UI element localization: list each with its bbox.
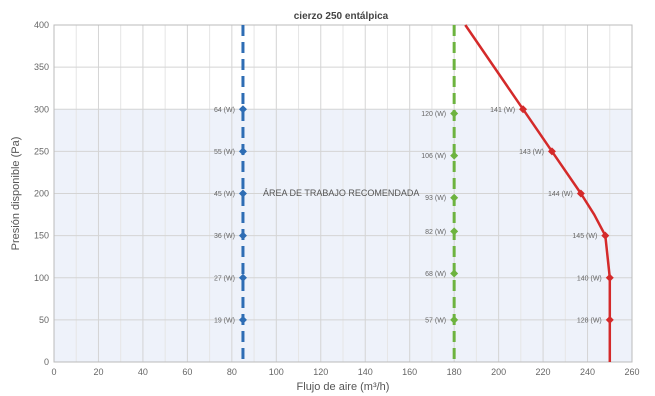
series-2-point-label: 143 (W): [519, 149, 544, 156]
series-0-point-label: 45 (W): [214, 191, 235, 198]
series-1-point-label: 57 (W): [425, 317, 446, 324]
series-2-point: [605, 273, 614, 282]
y-tick-label: 150: [34, 231, 49, 241]
x-tick-label: 240: [580, 367, 595, 377]
series-0-point: [238, 189, 247, 198]
series-0-point-label: 55 (W): [214, 149, 235, 156]
series-0-point: [238, 105, 247, 114]
x-tick-label: 120: [313, 367, 328, 377]
series-1-point: [450, 269, 459, 278]
series-2-point: [601, 231, 610, 240]
series-1-point: [450, 193, 459, 202]
y-tick-label: 100: [34, 273, 49, 283]
y-tick-label: 0: [44, 357, 49, 367]
series-0-point-label: 36 (W): [214, 233, 235, 240]
x-tick-label: 260: [624, 367, 639, 377]
series-0-point-label: 27 (W): [214, 275, 235, 282]
series-1-point-label: 82 (W): [425, 229, 446, 236]
series-markers: 64 (W) 55 (W) 45 (W) 36 (W) 27 (W) 19 (W) 120 …: [214, 105, 614, 324]
x-tick-label: 100: [269, 367, 284, 377]
series-0-point: [238, 315, 247, 324]
series-0-point-label: 64 (W): [214, 107, 235, 114]
series-2-point-label: 128 (W): [577, 317, 602, 324]
series-0-point-label: 19 (W): [214, 317, 235, 324]
y-tick-label: 300: [34, 104, 49, 114]
series-2-point: [605, 315, 614, 324]
series-1-point-label: 68 (W): [425, 271, 446, 278]
series-2-point-label: 145 (W): [572, 233, 597, 240]
series-2-point-label: 140 (W): [577, 275, 602, 282]
x-tick-label: 180: [447, 367, 462, 377]
y-tick-label: 350: [34, 62, 49, 72]
x-tick-label: 220: [536, 367, 551, 377]
series-lines: [241, 24, 612, 362]
series-2-point: [576, 189, 585, 198]
x-tick-label: 60: [182, 367, 192, 377]
series-2-point-label: 144 (W): [548, 191, 573, 198]
series-1-point: [450, 151, 459, 160]
series-2-point: [547, 147, 556, 156]
x-tick-label: 40: [138, 367, 148, 377]
y-tick-label: 200: [34, 189, 49, 199]
x-tick-label: 20: [93, 367, 103, 377]
series-0-point: [238, 231, 247, 240]
series-1-point: [450, 315, 459, 324]
series-0-point: [238, 273, 247, 282]
x-tick-label: 0: [51, 367, 56, 377]
y-tick-label: 250: [34, 146, 49, 156]
series-1-point: [450, 227, 459, 236]
series-2-point-label: 141 (W): [490, 107, 515, 114]
series-0-point: [238, 147, 247, 156]
y-tick-label: 400: [34, 20, 49, 30]
series-1-point-label: 106 (W): [421, 153, 446, 160]
x-tick-label: 160: [402, 367, 417, 377]
x-tick-label: 80: [227, 367, 237, 377]
chart-title: cierzo 250 entálpica: [294, 11, 389, 22]
y-tick-label: 50: [39, 315, 49, 325]
series-2-point: [519, 105, 528, 114]
x-axis-title: Flujo de aire (m³/h): [297, 381, 390, 393]
recommended-zone-label: ÁREA DE TRABAJO RECOMENDADA: [263, 188, 419, 198]
series-1-point-label: 93 (W): [425, 195, 446, 202]
series-1-point-label: 120 (W): [421, 111, 446, 118]
x-tick-label: 200: [491, 367, 506, 377]
series-2-line: [464, 24, 612, 362]
y-axis-title: Presión disponible (Pa): [10, 137, 22, 251]
x-tick-label: 140: [358, 367, 373, 377]
axis-ticks: 0 20 40 60 80 100 120 140 160 180 200 220 240 260 0 50 1…: [34, 20, 640, 377]
series-1-point: [450, 109, 459, 118]
plot-frame: [53, 24, 633, 363]
